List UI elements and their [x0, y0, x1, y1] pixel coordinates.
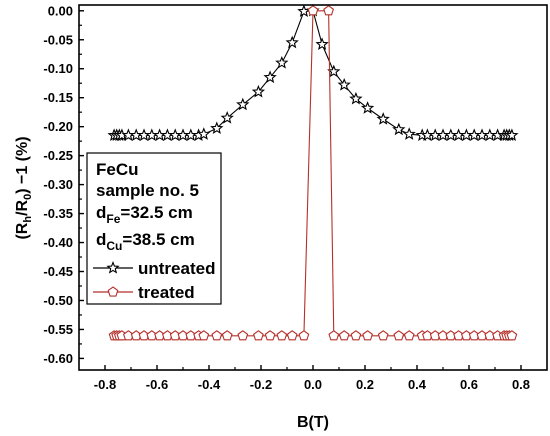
x-tick-label: 0.8: [512, 377, 530, 392]
series-treated-point: [198, 330, 210, 341]
x-tick-label: 0.6: [460, 377, 478, 392]
legend-marker: [107, 286, 119, 297]
series-treated-point: [252, 330, 264, 341]
y-tick-label: -0.05: [43, 32, 73, 47]
x-tick-label: 0.0: [304, 377, 322, 392]
info-box-frame: [86, 152, 222, 305]
legend: untreated treated: [93, 259, 215, 302]
series-treated-point: [403, 330, 415, 341]
series-untreated: [107, 3, 519, 142]
info-line-4-sub: Cu: [106, 239, 122, 253]
series-untreated-point: [197, 127, 211, 140]
series-treated-point: [298, 330, 310, 341]
series-untreated-point: [275, 55, 289, 69]
y-tick-label: -0.25: [43, 148, 73, 163]
legend-entry-treated: treated: [93, 283, 195, 302]
series-untreated-point: [376, 112, 390, 125]
series-treated-point: [362, 330, 374, 341]
y-tick-label: -0.45: [43, 264, 73, 279]
series-untreated-point: [392, 122, 406, 136]
y-tick-label: -0.15: [43, 90, 73, 105]
series-treated-point: [323, 5, 335, 16]
y-tick-label: -0.55: [43, 322, 73, 337]
legend-label: treated: [138, 283, 195, 302]
y-axis-title-part-3: ) −1 (%): [14, 136, 31, 193]
series-untreated-point: [349, 91, 363, 105]
x-tick-label: -0.8: [94, 377, 116, 392]
series-treated-point: [264, 330, 276, 341]
y-axis-title-sub-2: 0: [22, 194, 34, 200]
series-treated-point: [211, 330, 223, 341]
series-treated-point: [338, 330, 350, 341]
legend-marker: [106, 261, 120, 274]
x-tick-label: -0.2: [250, 377, 272, 392]
info-line-1: FeCu: [96, 160, 139, 179]
y-tick-label: -0.60: [43, 351, 73, 366]
y-tick-label: -0.40: [43, 235, 73, 250]
info-line-3-rest: =32.5 cm: [120, 203, 192, 222]
y-tick-label: -0.50: [43, 293, 73, 308]
series-layer: [107, 3, 519, 341]
x-axis: -0.8 -0.6 -0.4 -0.2 0.0 0.2 0.4 0.6 0.8: [94, 365, 530, 392]
series-untreated-point: [402, 127, 416, 140]
info-line-4: dCu=38.5 cm: [96, 230, 195, 253]
x-tick-label: 0.2: [356, 377, 374, 392]
y-axis-title-part-2: /R: [14, 199, 31, 215]
x-tick-label: -0.4: [198, 377, 221, 392]
series-treated-point: [307, 5, 319, 16]
series-untreated-point: [210, 121, 224, 135]
info-line-3: dFe=32.5 cm: [96, 203, 193, 226]
legend-entry-untreated: untreated: [93, 259, 215, 278]
y-tick-label: -0.10: [43, 61, 73, 76]
series-untreated-point: [236, 97, 250, 111]
series-treated-point: [237, 330, 249, 341]
series-treated: [108, 5, 518, 341]
series-treated-point: [350, 330, 362, 341]
legend-label: untreated: [138, 259, 215, 278]
series-treated-point: [286, 330, 298, 341]
series-treated-point: [328, 330, 340, 341]
series-untreated-point: [263, 70, 277, 84]
series-treated-point: [221, 330, 233, 341]
series-treated-point: [393, 330, 405, 341]
series-untreated-point: [285, 35, 299, 49]
series-untreated-point: [315, 37, 329, 51]
x-axis-title: B(T): [297, 414, 329, 431]
info-line-3-sub: Fe: [106, 212, 120, 226]
series-untreated-point: [337, 77, 351, 91]
y-tick-label: -0.30: [43, 177, 73, 192]
y-axis: 0.00 -0.05 -0.10 -0.15 -0.20 -0.25 -0.30 -0.35 -…: [43, 3, 84, 366]
info-line-3-main: d: [96, 203, 106, 222]
series-untreated-point: [220, 110, 234, 124]
y-tick-label: 0.00: [48, 3, 73, 18]
info-line-2: sample no. 5: [96, 181, 199, 200]
series-untreated-point: [251, 84, 266, 98]
y-axis-title: (Rh/R0) −1 (%): [14, 136, 34, 239]
info-line-4-main: d: [96, 230, 106, 249]
info-line-4-rest: =38.5 cm: [122, 230, 194, 249]
y-tick-label: -0.35: [43, 206, 73, 221]
y-axis-title-part-1: (R: [14, 222, 31, 239]
y-axis-title-sub-1: h: [22, 216, 34, 223]
y-tick-label: -0.20: [43, 119, 73, 134]
series-treated-point: [377, 330, 389, 341]
x-tick-label: -0.6: [146, 377, 168, 392]
series-untreated-point: [505, 128, 519, 142]
series-treated-point: [276, 330, 288, 341]
info-box: FeCu sample no. 5 dFe=32.5 cm dCu=38.5 c…: [86, 152, 222, 305]
series-untreated-point: [360, 101, 375, 114]
x-tick-label: 0.4: [408, 377, 427, 392]
series-treated-point: [506, 330, 518, 341]
